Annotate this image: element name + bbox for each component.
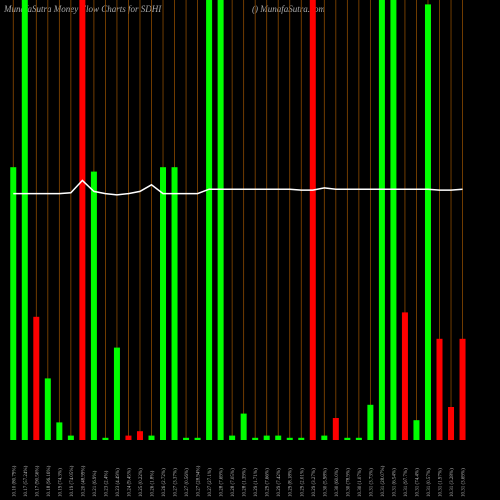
x-tick-label: 10.31 (28.07%) <box>381 465 386 497</box>
x-tick-label: 10.31 (0.57%) <box>427 468 432 497</box>
bar <box>309 0 316 440</box>
x-tick-label: 10.31 (6.54%) <box>392 468 397 497</box>
bar <box>424 4 431 441</box>
x-tick-label: 10.29 (8.18%) <box>289 468 294 497</box>
bar <box>113 347 120 440</box>
x-tick-label: 10.10 (80.79%) <box>12 465 17 497</box>
x-tick-label: 10.31 (3.73%) <box>369 468 374 497</box>
x-tick-label: 10.29 (1.71%) <box>254 468 259 497</box>
chart-subtitle: () MunafaSutra.com <box>252 4 325 14</box>
bar <box>56 422 63 440</box>
bar <box>183 437 190 440</box>
bar <box>286 437 293 440</box>
x-tick-label: 10.30 (1.07%) <box>358 468 363 497</box>
bar <box>102 437 109 440</box>
bar <box>44 378 51 440</box>
x-tick-label: 10.23 (2.4%) <box>104 470 109 497</box>
bar <box>378 0 385 440</box>
x-tick-label: 10.30 (78.9%) <box>346 468 351 497</box>
x-tick-label: 10.20 (48.99%) <box>81 465 86 497</box>
x-tick-label: 10.23 (4.49%) <box>116 468 121 497</box>
x-tick-label: 10.24 (9.45%) <box>127 468 132 497</box>
x-tick-label: 10.27 (0.56%) <box>185 468 190 497</box>
bar <box>459 338 466 440</box>
bar <box>90 171 97 440</box>
bar <box>413 420 420 440</box>
x-tick-label: 10.31 (97.7%) <box>404 468 409 497</box>
x-tick-label: 10.30 (5.98%) <box>323 468 328 497</box>
x-tick-label: 10.17 (90.56%) <box>35 465 40 497</box>
bar <box>240 413 247 440</box>
x-tick-label: 10.26 (2.72%) <box>162 468 167 497</box>
x-tick-label: 10.29 (7.66%) <box>266 468 271 497</box>
x-tick-label: 10.18 (96.16%) <box>47 465 52 497</box>
x-tick-label: 10.27 (3.37%) <box>174 468 179 497</box>
x-tick-label: 10.17 (57.24%) <box>24 465 29 497</box>
bar <box>321 435 328 440</box>
bar <box>401 312 408 440</box>
bar <box>33 316 40 440</box>
bar <box>79 0 86 440</box>
x-tick-label: 10.29 (2.01%) <box>300 468 305 497</box>
bar <box>252 437 259 440</box>
bar <box>148 435 155 440</box>
bar <box>436 338 443 440</box>
bar <box>206 0 213 440</box>
bar <box>171 167 178 440</box>
x-tick-label: 10.29 (3.27%) <box>312 468 317 497</box>
bar <box>10 167 17 440</box>
bar <box>67 435 74 440</box>
line <box>13 179 463 196</box>
x-tick-label: 10.28 (7.05%) <box>231 468 236 497</box>
bar <box>229 435 236 440</box>
bar <box>367 404 374 440</box>
x-tick-label: 10.31 (1.97%) <box>439 468 444 497</box>
x-tick-label: 10.27 (28.94%) <box>197 465 202 497</box>
x-tick-label: 10.31 (3.69%) <box>462 468 467 497</box>
x-tick-label: 10.28 (1.39%) <box>243 468 248 497</box>
x-tick-label: 10.19 (74.05%) <box>70 465 75 497</box>
bar <box>263 435 270 440</box>
x-tick-label: 10.31 (74.4%) <box>415 468 420 497</box>
bar <box>298 437 305 440</box>
x-tick-label: 10.29 (7.42%) <box>277 468 282 497</box>
bar <box>160 167 167 440</box>
x-tick-label: 10.31 (3.28%) <box>450 468 455 497</box>
x-tick-label: 10.19 (74.3%) <box>58 468 63 497</box>
bar <box>194 437 201 440</box>
x-tick-label: 10.26 (1.8%) <box>151 470 156 497</box>
bar <box>275 435 282 440</box>
x-tick-label: 10.30 (60.0%) <box>335 468 340 497</box>
bar <box>21 0 28 440</box>
bar <box>332 418 339 440</box>
bar <box>355 437 362 440</box>
bar <box>344 437 351 440</box>
x-tick-label: 10.25 (0.22%) <box>139 468 144 497</box>
bar <box>125 435 132 440</box>
x-tick-label: 10.27 (27.1%) <box>208 468 213 497</box>
bar <box>390 0 397 440</box>
bar <box>448 407 455 440</box>
bar <box>136 431 143 440</box>
x-tick-label: 10.28 (7.69%) <box>220 468 225 497</box>
bar <box>217 0 224 440</box>
x-tick-label: 10.21 (6.9%) <box>93 470 98 497</box>
